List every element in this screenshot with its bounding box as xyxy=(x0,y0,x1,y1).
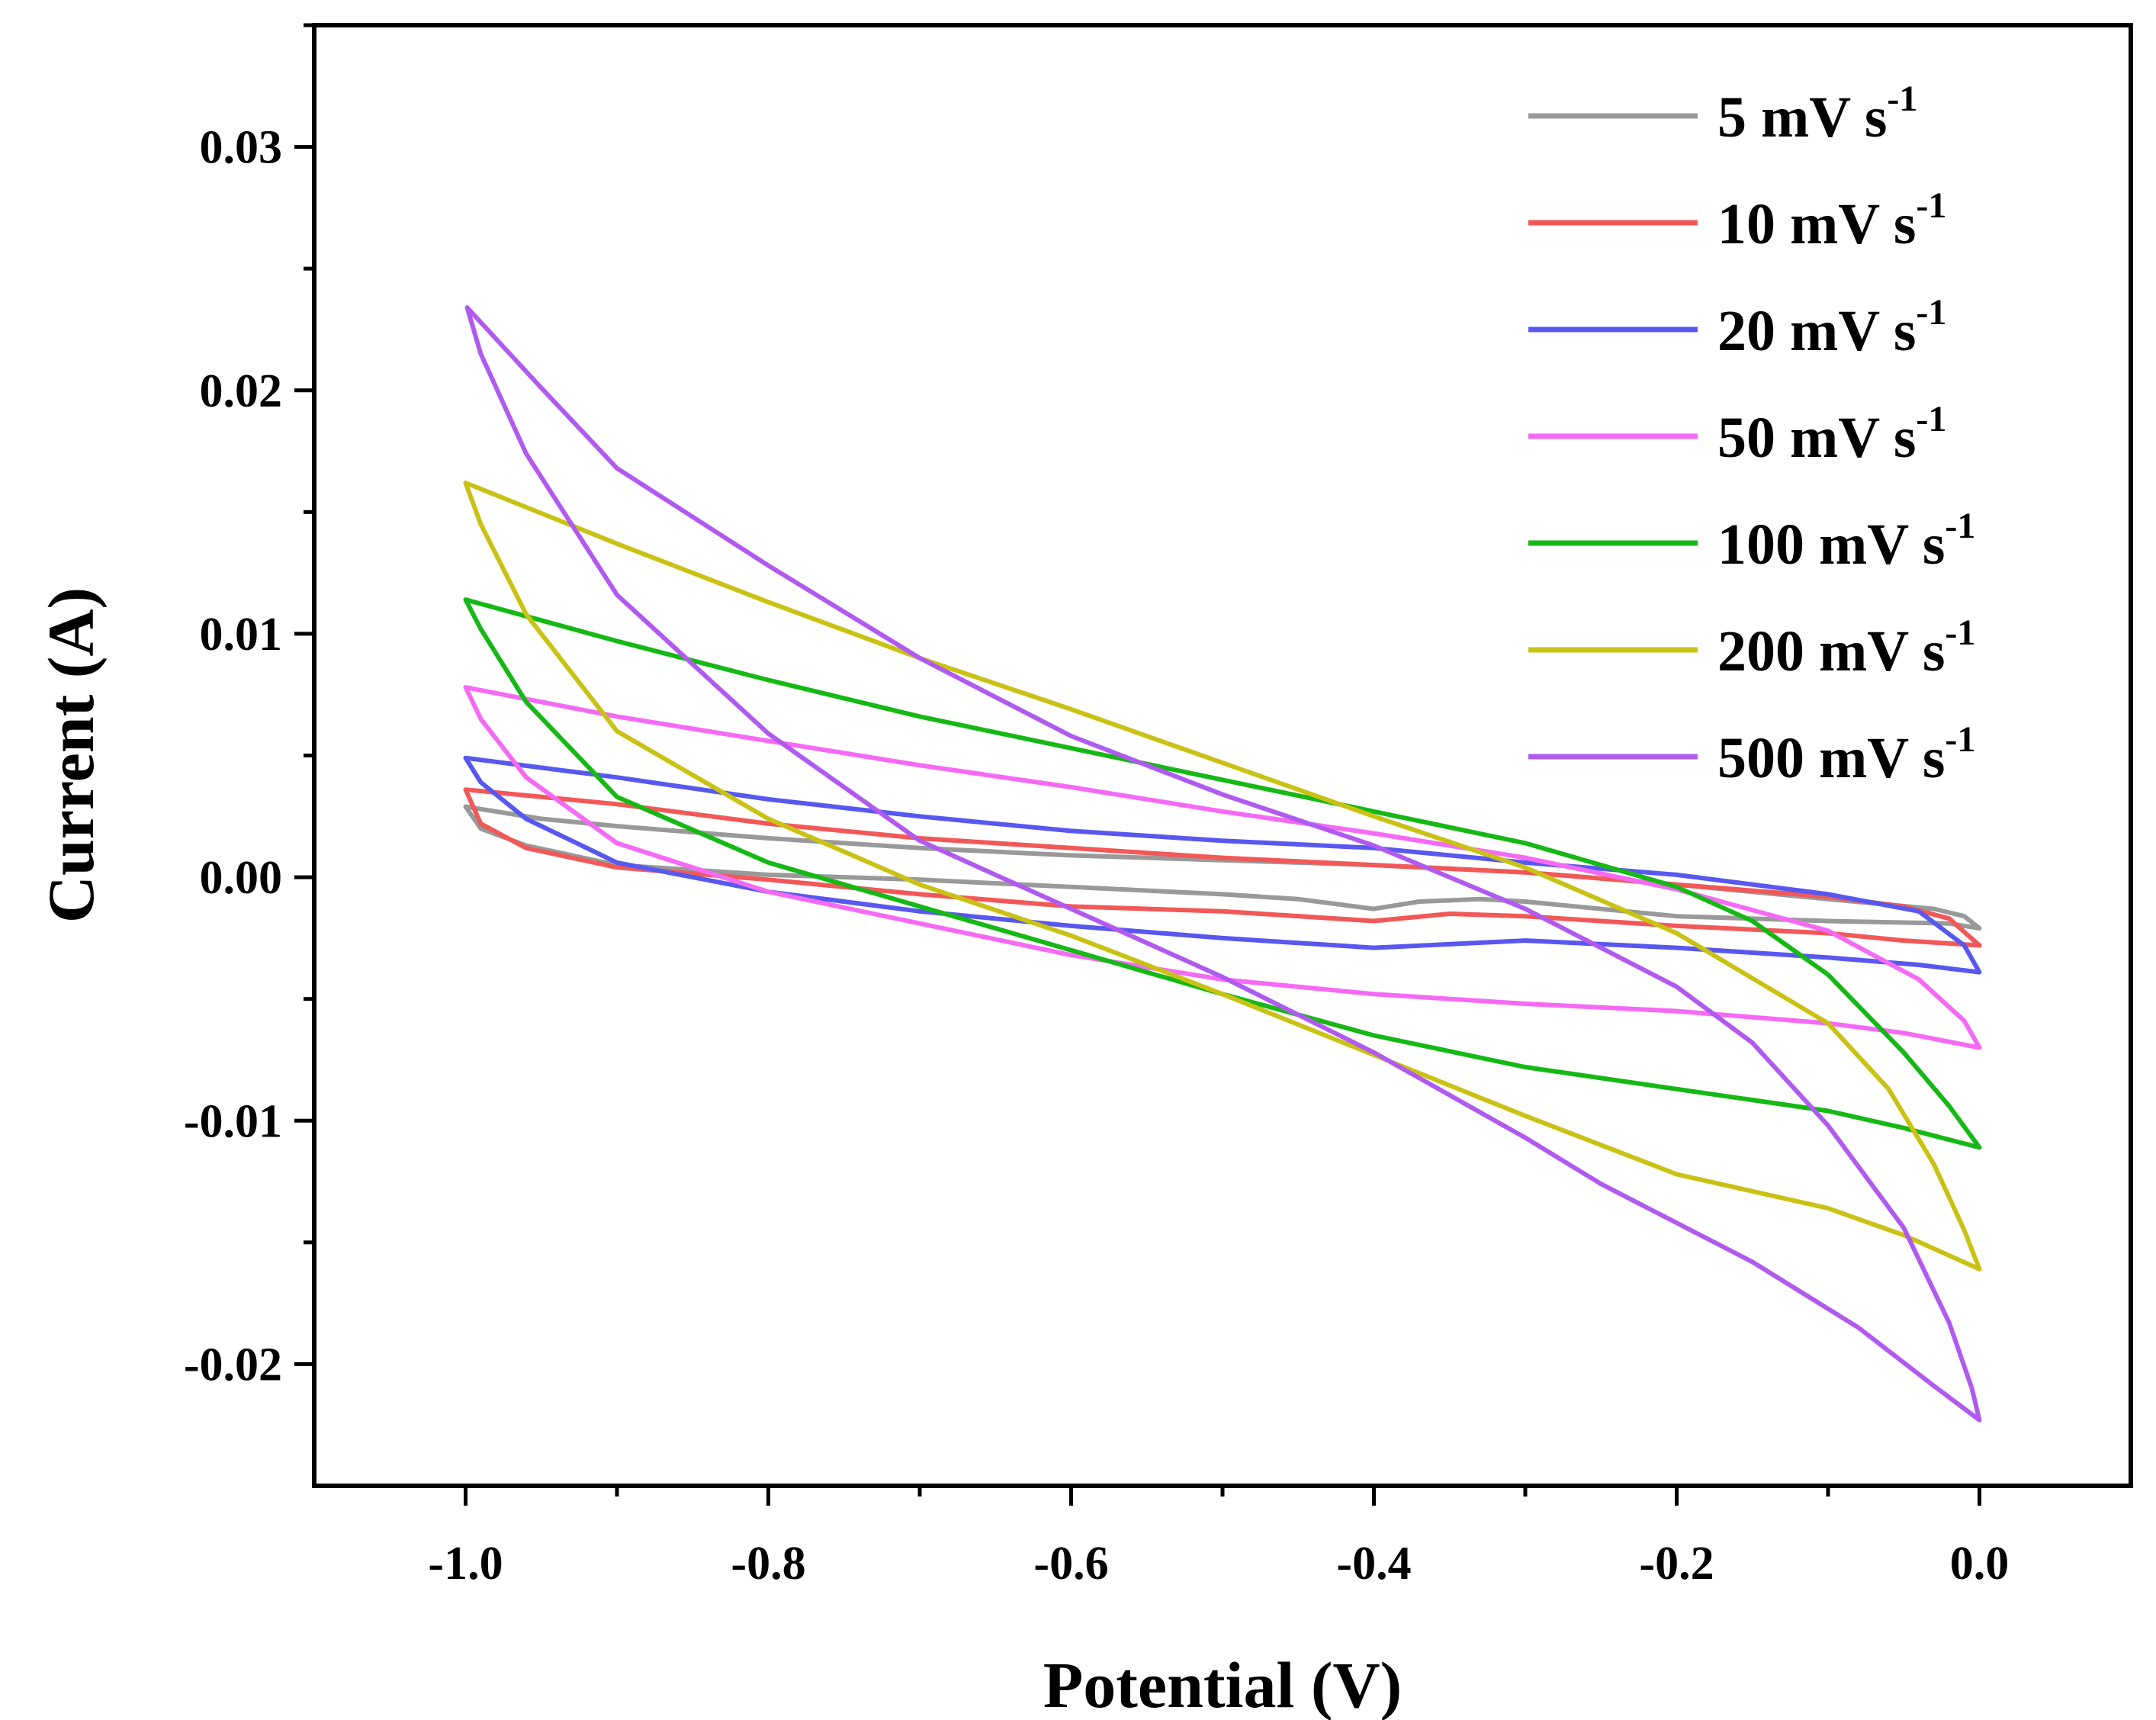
legend-label-2: 20 mV s-1 xyxy=(1717,292,1946,363)
series-3-curve xyxy=(463,685,1982,1050)
legend-exponent: -1 xyxy=(1887,79,1917,119)
y-tick-label: 0.02 xyxy=(200,365,283,417)
legend-exponent: -1 xyxy=(1945,506,1975,546)
x-tick-label: -0.8 xyxy=(731,1538,805,1590)
x-tick-label: 0.0 xyxy=(1950,1538,2010,1590)
legend: 5 mV s-1 10 mV s-1 20 mV s-1 50 mV s-1 100 m… xyxy=(1528,79,1975,790)
legend-label-4: 100 mV s-1 xyxy=(1717,506,1975,577)
legend-label-0: 5 mV s-1 xyxy=(1717,79,1917,149)
x-tick-label: -1.0 xyxy=(428,1538,503,1590)
legend-exponent: -1 xyxy=(1916,292,1946,333)
y-tick-label: 0.03 xyxy=(200,122,283,174)
series-6-curve xyxy=(464,305,1982,1423)
series-0-curve xyxy=(463,804,1982,931)
series-4-curve xyxy=(463,597,1982,1150)
y-tick-label: 0.00 xyxy=(200,852,283,904)
legend-label-1: 10 mV s-1 xyxy=(1717,185,1946,256)
x-axis-ticks: -1.0 -0.8 -0.6 -0.4 -0.2 0.0 xyxy=(428,1486,2009,1590)
legend-exponent: -1 xyxy=(1945,612,1975,653)
legend-label-6: 500 mV s-1 xyxy=(1717,719,1975,790)
x-tick-label: -0.6 xyxy=(1033,1538,1108,1590)
legend-label-3: 50 mV s-1 xyxy=(1717,399,1946,470)
curves-layer xyxy=(463,305,1982,1423)
legend-exponent: -1 xyxy=(1916,185,1946,226)
legend-exponent: -1 xyxy=(1916,399,1946,439)
x-axis-title: Potential (V) xyxy=(1043,1648,1402,1720)
y-tick-label: -0.01 xyxy=(184,1095,282,1147)
x-tick-label: -0.4 xyxy=(1336,1538,1411,1590)
series-5-curve xyxy=(463,481,1982,1272)
y-axis-title: Current (A) xyxy=(34,587,108,923)
legend-label-5: 200 mV s-1 xyxy=(1717,612,1975,683)
x-tick-label: -0.2 xyxy=(1639,1538,1714,1590)
y-tick-label: 0.01 xyxy=(200,609,283,661)
legend-exponent: -1 xyxy=(1945,719,1975,760)
y-tick-label: -0.02 xyxy=(184,1339,282,1390)
y-axis-ticks: -0.02 -0.01 0.00 0.01 0.02 0.03 xyxy=(184,23,314,1390)
series-1-curve xyxy=(463,787,1982,948)
